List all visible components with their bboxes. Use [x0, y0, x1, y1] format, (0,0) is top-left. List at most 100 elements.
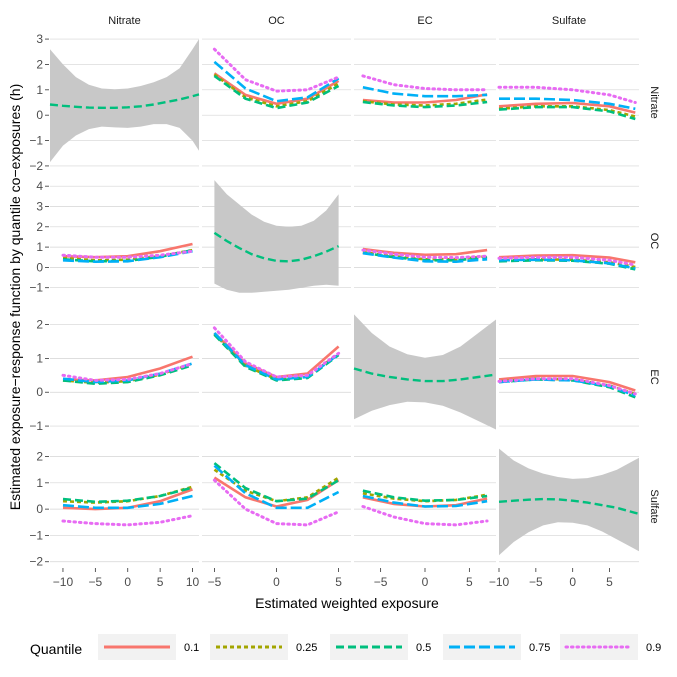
legend-label: 0.5 [416, 642, 431, 654]
series-line-0.5 [362, 489, 488, 503]
x-tick-label: −10 [489, 575, 510, 589]
panel-r1-c2 [354, 185, 496, 289]
y-axis-title: Estimated exposure−response function by … [7, 84, 23, 510]
series-line-0.5 [353, 367, 497, 383]
y-tick-label: 0 [36, 108, 43, 122]
series-line-0.75 [213, 464, 340, 510]
y-tick-label: 1 [36, 83, 43, 97]
series-line-0.5 [498, 105, 636, 121]
confidence-band [50, 39, 199, 163]
series-line-0.75 [62, 249, 193, 264]
series-line-0.75 [213, 332, 340, 381]
y-tick-label: −1 [29, 419, 43, 433]
series-line-0.1 [362, 93, 488, 104]
series-line-0.75 [362, 494, 488, 508]
series-line-0.75 [498, 258, 636, 270]
x-tick-label: −5 [374, 575, 388, 589]
series-line-0.9 [212, 478, 341, 527]
series-line-0.1 [213, 72, 340, 106]
series-line-0.5 [498, 497, 640, 516]
legend-key-bg [210, 634, 288, 660]
series-line-0.1 [213, 332, 340, 379]
series-line-0.9 [61, 514, 194, 527]
col-strip-label: Nitrate [108, 15, 140, 27]
x-tick-label: 0 [422, 575, 429, 589]
x-tick-label: −5 [529, 575, 543, 589]
y-tick-label: −2 [29, 555, 43, 569]
y-tick-label: −1 [29, 528, 43, 542]
legend: Quantile 0.1 0.25 0.5 0.75 0.9 [30, 634, 661, 660]
row-strip-label: OC [648, 233, 660, 250]
panel-r3-c3 [498, 448, 640, 563]
panel-r3-c1 [202, 456, 351, 563]
series-line-0.1 [498, 101, 636, 114]
y-tick-label: −1 [29, 134, 43, 148]
series-line-0.1 [498, 253, 636, 264]
x-tick-label: 0 [569, 575, 576, 589]
panel-r3-c0 [50, 456, 199, 563]
series-line-0.5 [213, 231, 340, 263]
series-line-0.9 [61, 362, 194, 382]
y-tick-label: 2 [36, 220, 43, 234]
row-strip-label: Sulfate [648, 489, 660, 523]
x-tick-label: −5 [89, 575, 103, 589]
row-strip-label: Nitrate [648, 86, 660, 118]
y-tick-label: 1 [36, 476, 43, 490]
series-line-0.75 [499, 97, 636, 111]
y-tick-label: 3 [36, 199, 43, 213]
confidence-band [214, 180, 339, 293]
legend-label: 0.1 [184, 642, 199, 654]
y-tick-label: −2 [29, 159, 43, 173]
series-line-0.75 [362, 251, 488, 264]
legend-label: 0.9 [646, 642, 661, 654]
confidence-band [499, 448, 639, 556]
x-tick-label: 10 [186, 575, 200, 589]
series-line-0.9 [497, 255, 637, 267]
y-tick-label: 1 [36, 351, 43, 365]
series-line-0.5 [213, 333, 340, 382]
series-line-0.9 [212, 47, 341, 93]
series-line-0.9 [361, 248, 489, 260]
x-tick-label: 0 [124, 575, 131, 589]
y-tick-label: 2 [36, 318, 43, 332]
series-line-0.5 [213, 74, 340, 110]
series-line-0.25 [213, 333, 340, 381]
panel-r0-c3 [497, 38, 639, 167]
x-tick-label: −5 [208, 575, 222, 589]
x-tick-label: 5 [466, 575, 473, 589]
series-line-0.25 [213, 73, 340, 108]
series-line-0.9 [361, 505, 489, 527]
confidence-band [354, 314, 496, 430]
series-line-0.9 [497, 85, 637, 104]
series-line-0.5 [62, 486, 193, 504]
x-tick-label: 5 [606, 575, 613, 589]
panel-r1-c3 [497, 185, 639, 289]
y-tick-label: 3 [36, 32, 43, 46]
series-line-0.9 [497, 377, 637, 396]
panel-r2-c1 [202, 324, 351, 427]
col-strip-label: Sulfate [552, 15, 586, 27]
x-tick-label: 0 [273, 575, 280, 589]
x-tick-label: 5 [157, 575, 164, 589]
series-line-0.9 [61, 249, 194, 259]
series-line-0.75 [362, 86, 488, 98]
panel-r2-c2 [353, 314, 497, 430]
panel-r3-c2 [354, 456, 496, 563]
y-tick-label: 4 [36, 179, 43, 193]
panel-r1-c1 [202, 180, 351, 293]
panel-r0-c2 [354, 38, 496, 167]
legend-label: 0.25 [296, 642, 317, 654]
x-tick-label: −10 [53, 575, 74, 589]
y-tick-label: −1 [29, 281, 43, 295]
x-tick-label: 5 [335, 575, 342, 589]
y-tick-label: 0 [36, 385, 43, 399]
series-line-0.5 [62, 363, 193, 386]
panel-r1-c0 [50, 185, 199, 289]
series-line-0.1 [362, 247, 488, 257]
x-axis-title: Estimated weighted exposure [255, 595, 439, 611]
series-line-0.5 [49, 93, 200, 110]
row-strip-label: EC [648, 369, 660, 384]
series-line-0.1 [498, 374, 636, 392]
col-strip-label: EC [417, 15, 432, 27]
